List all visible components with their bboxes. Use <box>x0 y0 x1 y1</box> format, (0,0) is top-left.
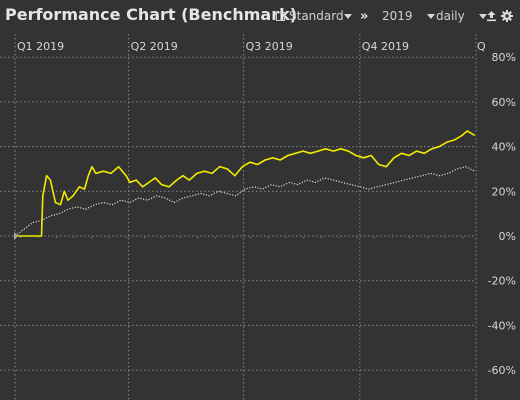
volume-mark <box>196 237 199 239</box>
volume-mark <box>37 237 40 238</box>
standard-dropdown[interactable] <box>344 8 352 24</box>
volume-mark <box>232 237 234 238</box>
interval-select[interactable]: daily <box>436 8 487 24</box>
volume-mark <box>126 237 128 238</box>
volume-mark <box>356 237 358 238</box>
x-tick-label: Q1 2019 <box>17 40 64 53</box>
series <box>14 130 476 237</box>
x-tick-partial: Q <box>477 40 486 53</box>
volume-mark <box>409 237 411 239</box>
volume-mark <box>338 237 340 238</box>
caret-down-icon <box>478 13 487 19</box>
standard-label: Standard <box>289 9 344 23</box>
volume-mark <box>90 237 93 239</box>
chart-header: Performance Chart (Benchmark) Standard »… <box>0 0 520 34</box>
volume-mark <box>161 237 164 238</box>
volume-mark <box>285 237 287 238</box>
volume-mark <box>302 237 305 238</box>
y-tick-label: -40% <box>488 319 516 332</box>
grid <box>0 34 477 400</box>
double-chevron-right-icon: » <box>360 8 369 24</box>
volume-mark <box>391 237 393 238</box>
volume-mark <box>214 237 217 238</box>
page-title: Performance Chart (Benchmark) <box>5 5 298 24</box>
x-axis: Q1 2019 Q2 2019 Q3 2019 Q4 2019 Q <box>17 40 486 53</box>
volume-mark <box>73 237 75 238</box>
y-axis: 80% 60% 40% 20% 0% -20% -40% -60% <box>488 51 516 377</box>
volume-mark <box>179 237 181 238</box>
x-tick-label: Q2 2019 <box>131 40 178 53</box>
volume-mark <box>320 237 323 238</box>
start-marker <box>14 232 18 240</box>
performance-chart[interactable]: Q1 2019 Q2 2019 Q3 2019 Q4 2019 Q 80% 60% 40% 2… <box>0 34 520 400</box>
upload-icon[interactable] <box>486 8 497 24</box>
volume-marks <box>20 237 464 239</box>
toolbar: Standard » 2019 daily <box>276 8 516 24</box>
x-tick-label: Q4 2019 <box>362 40 409 53</box>
y-tick-label: 0% <box>499 230 516 243</box>
y-tick-label: -20% <box>488 275 516 288</box>
y-tick-label: 80% <box>492 51 516 64</box>
year-label: 2019 <box>382 9 413 23</box>
x-tick-label: Q3 2019 <box>246 40 293 53</box>
y-tick-label: 40% <box>492 141 516 154</box>
interval-label: daily <box>436 9 465 23</box>
volume-mark <box>108 237 110 238</box>
volume-mark <box>249 237 252 238</box>
volume-mark <box>20 237 22 238</box>
chart-canvas[interactable]: Q1 2019 Q2 2019 Q3 2019 Q4 2019 Q 80% 60% 40% 2… <box>0 34 520 400</box>
caret-down-icon <box>426 13 435 19</box>
volume-mark <box>462 237 464 238</box>
y-tick-label: 20% <box>492 185 516 198</box>
volume-mark <box>373 237 376 238</box>
standard-toggle[interactable]: Standard <box>276 8 344 24</box>
volume-mark <box>143 237 146 238</box>
overlay <box>14 232 18 240</box>
next-period-button[interactable]: » <box>360 8 368 24</box>
benchmark-series-line <box>14 166 475 237</box>
y-tick-label: 60% <box>492 96 516 109</box>
volume-mark <box>444 237 446 238</box>
volume-mark <box>55 237 57 238</box>
checkbox-icon <box>276 11 285 21</box>
volume-mark <box>426 237 429 238</box>
volume-mark <box>267 237 270 238</box>
gear-icon[interactable] <box>501 8 513 24</box>
y-tick-label: -60% <box>488 364 516 377</box>
caret-down-icon <box>344 13 352 19</box>
year-select[interactable]: 2019 <box>382 8 435 24</box>
